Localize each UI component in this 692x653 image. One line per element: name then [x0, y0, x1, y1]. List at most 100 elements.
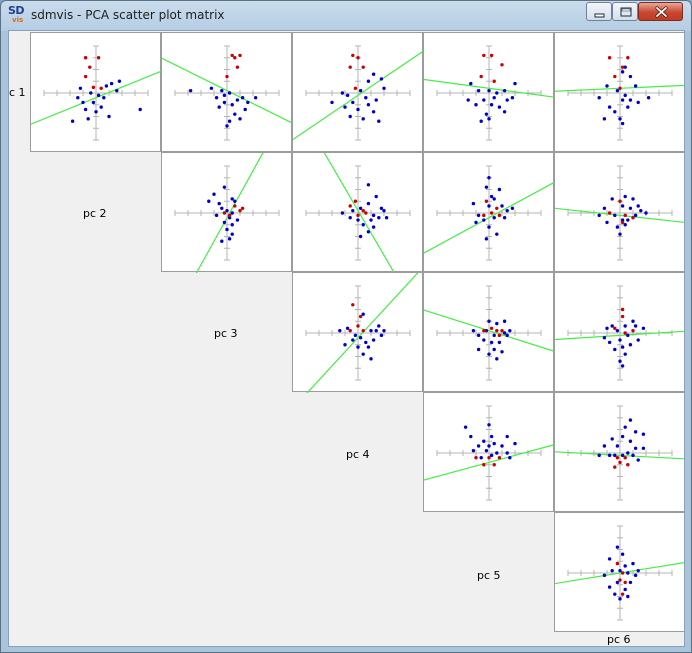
scatter-cell-r4-c4[interactable]	[423, 392, 555, 512]
scatter-cell-r1-c5[interactable]	[554, 32, 684, 152]
data-point-blue	[374, 328, 378, 333]
data-point-blue	[605, 326, 609, 330]
scatter-cell-r2-c3[interactable]	[292, 152, 423, 273]
data-point-blue	[222, 93, 227, 98]
data-point-red	[358, 314, 363, 319]
data-point-blue	[340, 91, 345, 95]
data-point-red	[233, 204, 237, 208]
data-point-red	[492, 463, 496, 467]
data-point-red	[618, 460, 622, 465]
data-point-red	[233, 56, 237, 60]
data-point-blue	[371, 213, 376, 218]
data-point-blue	[371, 338, 376, 342]
data-point-red	[361, 208, 365, 213]
data-point-blue	[233, 112, 237, 116]
data-point-blue	[492, 216, 496, 220]
data-point-blue	[615, 328, 620, 333]
data-point-blue	[361, 312, 365, 316]
data-point-blue	[353, 333, 358, 338]
scatter-cell-r1-c1[interactable]	[30, 32, 162, 152]
scatter-plot-svg	[424, 405, 555, 501]
scatter-cell-r2-c4[interactable]	[423, 152, 555, 272]
data-point-blue	[366, 201, 371, 206]
scatter-cell-r1-c4[interactable]	[423, 32, 555, 152]
data-point-blue	[233, 199, 237, 203]
data-point-blue	[366, 183, 371, 187]
data-point-blue	[502, 88, 507, 93]
scatter-cell-r3-c5[interactable]	[554, 272, 684, 392]
data-point-blue	[620, 453, 625, 458]
scatter-plot-svg	[555, 405, 684, 501]
data-point-red	[620, 65, 625, 69]
data-point-red	[83, 74, 88, 79]
scatter-cell-r1-c3[interactable]	[292, 32, 424, 152]
data-point-blue	[487, 88, 491, 93]
scatter-cell-r2-c5[interactable]	[554, 152, 684, 272]
data-point-blue	[356, 345, 360, 349]
data-point-blue	[631, 453, 635, 458]
scatter-cell-r3-c4[interactable]	[423, 272, 555, 392]
data-point-blue	[484, 185, 489, 189]
data-point-blue	[623, 324, 627, 328]
data-point-blue	[371, 72, 376, 76]
data-point-red	[489, 211, 494, 215]
data-point-blue	[364, 340, 368, 345]
minimize-icon	[594, 13, 605, 18]
data-point-blue	[102, 96, 106, 100]
data-point-red	[96, 56, 101, 60]
data-point-blue	[644, 211, 648, 215]
data-point-blue	[343, 343, 347, 347]
close-button[interactable]	[638, 2, 683, 21]
data-point-blue	[374, 194, 378, 199]
data-point-blue	[345, 93, 350, 98]
data-point-red	[623, 331, 627, 335]
data-point-blue	[639, 208, 643, 213]
data-point-blue	[217, 201, 221, 206]
data-point-red	[482, 328, 486, 333]
scatter-cell-r2-c2[interactable]	[161, 152, 292, 273]
data-point-blue	[351, 208, 355, 213]
data-point-blue	[602, 573, 607, 578]
data-point-blue	[209, 86, 214, 90]
data-point-blue	[358, 234, 363, 239]
data-point-blue	[641, 326, 646, 330]
data-point-blue	[361, 352, 365, 356]
minimize-button[interactable]	[586, 2, 612, 21]
data-point-blue	[633, 446, 638, 450]
data-point-blue	[620, 98, 625, 102]
data-point-blue	[86, 117, 90, 121]
data-point-blue	[633, 430, 638, 434]
scatter-cell-r1-c2[interactable]	[161, 32, 293, 152]
scatter-plot-svg	[305, 273, 419, 393]
data-point-blue	[479, 119, 483, 123]
data-point-blue	[607, 340, 612, 345]
data-point-blue	[109, 81, 114, 86]
scatter-cell-r4-c5[interactable]	[554, 392, 684, 512]
data-point-blue	[497, 105, 502, 109]
data-point-red	[618, 199, 622, 203]
scatter-cell-r3-c3[interactable]	[292, 272, 423, 393]
title-bar[interactable]: SD vis sdmvis - PCA scatter plot matrix	[1, 1, 691, 29]
data-point-blue	[471, 201, 476, 206]
data-point-blue	[345, 326, 350, 330]
data-point-blue	[489, 340, 494, 345]
data-point-blue	[371, 225, 376, 229]
data-point-blue	[230, 232, 234, 236]
data-point-blue	[361, 117, 365, 121]
data-point-blue	[618, 597, 622, 601]
maximize-button[interactable]	[612, 2, 638, 21]
data-point-red	[492, 79, 496, 83]
scatter-cell-r5-c5[interactable]	[554, 512, 684, 632]
data-point-blue	[597, 213, 601, 218]
data-point-blue	[487, 204, 491, 208]
data-point-blue	[487, 352, 491, 356]
data-point-blue	[636, 100, 640, 105]
data-point-blue	[505, 208, 509, 213]
scatter-plot-svg	[555, 165, 684, 261]
data-point-blue	[605, 220, 609, 225]
data-point-blue	[369, 357, 373, 361]
scatter-plot-svg	[293, 45, 424, 141]
data-point-red	[348, 204, 352, 208]
data-point-blue	[214, 96, 219, 100]
fit-line	[293, 50, 424, 141]
